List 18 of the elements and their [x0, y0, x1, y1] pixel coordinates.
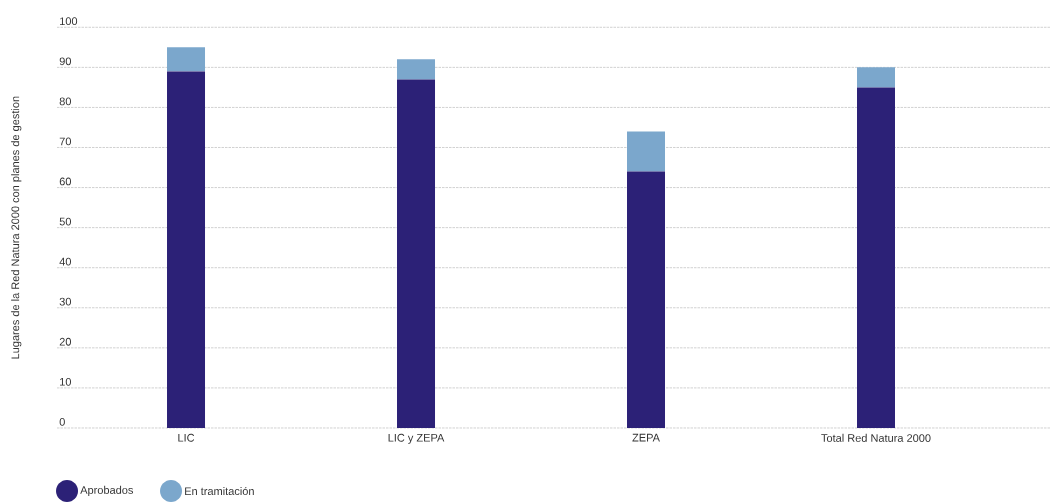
y-tick-label: 90 [59, 57, 72, 66]
legend-label: Aprobados [80, 485, 133, 497]
y-tick-label: 10 [60, 377, 72, 386]
y-axis-title: Lugares de la Red Natura 2000 con planes de gestion [11, 96, 22, 359]
y-tick-label: 80 [59, 97, 72, 106]
y-tick-label: 70 [59, 137, 72, 146]
x-tick-label: LIC [178, 433, 195, 442]
y-tick-label: 100 [60, 17, 78, 26]
y-tick-label: 20 [59, 337, 72, 346]
y-tick-label: 60 [59, 177, 72, 186]
legend-label: En tramitación [185, 486, 254, 496]
x-tick-label: ZEPA [632, 433, 660, 442]
y-tick-label: 50 [59, 217, 72, 226]
x-tick-label: LIC y ZEPA [388, 433, 445, 444]
y-tick-label: 30 [59, 297, 72, 306]
y-tick-label: 0 [59, 418, 65, 426]
x-tick-label: Total Red Natura 2000 [821, 433, 931, 442]
y-tick-label: 40 [59, 257, 72, 266]
